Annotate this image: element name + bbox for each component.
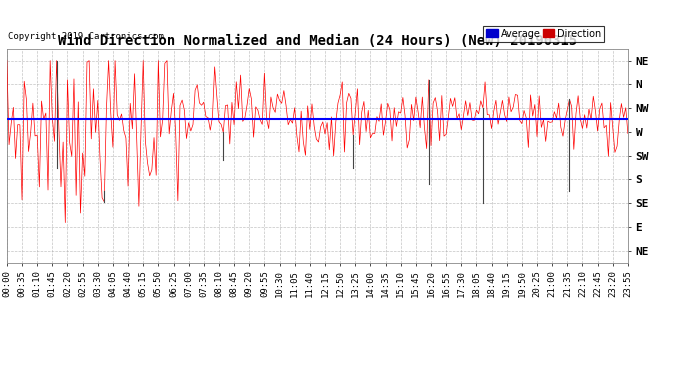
Title: Wind Direction Normalized and Median (24 Hours) (New) 20190315: Wind Direction Normalized and Median (24… bbox=[58, 34, 577, 48]
Text: Copyright 2019 Cartronics.com: Copyright 2019 Cartronics.com bbox=[8, 32, 164, 41]
Legend: Average, Direction: Average, Direction bbox=[483, 26, 604, 42]
